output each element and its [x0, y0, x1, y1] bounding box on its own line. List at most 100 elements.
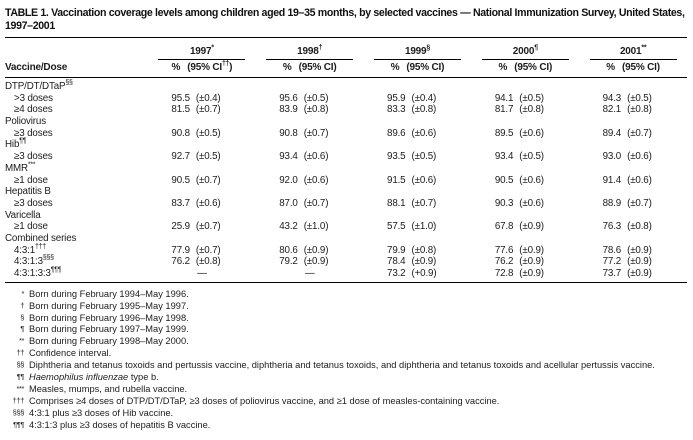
coverage-value: 90.5: [171, 174, 190, 186]
value-cell: 80.6 (±0.9): [256, 245, 364, 257]
confidence-interval: (+0.9): [411, 268, 437, 279]
table-row: ≥4 doses 81.5 (±0.7) 83.9 (±0.8) 83.3 (±0.8) 81…: [5, 104, 687, 116]
footnote: † Born during February 1995–May 1997.: [5, 301, 687, 313]
confidence-interval: (±0.8): [627, 104, 652, 116]
value-cell: 94.1 (±0.5): [471, 93, 579, 105]
footnote: †† Confidence interval.: [5, 348, 687, 360]
value-cell: 73.7 (±0.9): [579, 268, 687, 280]
footnote-text: Haemophilus influenzae type b.: [29, 372, 159, 383]
value-cell: 77.9 (±0.7): [148, 245, 256, 257]
footnote-marker: ††: [16, 348, 24, 358]
year-column-2001: 2001**: [579, 41, 687, 61]
no-data-cell: —: [148, 268, 256, 280]
value-cell: 92.0 (±0.6): [256, 175, 364, 187]
row-header: Vaccine/Dose: [5, 62, 68, 73]
row-label-cell: 4:3:1†††: [5, 243, 148, 257]
row-label: ≥1 dose: [14, 174, 48, 186]
value-cell: 77.6 (±0.9): [471, 245, 579, 257]
footnote: ¶¶ Haemophilus influenzae type b.: [5, 372, 687, 384]
footnote-marker: †††: [12, 395, 25, 405]
confidence-interval: (±0.6): [303, 151, 329, 163]
value-cell: 90.3 (±0.6): [471, 198, 579, 210]
value-cell: 25.9 (±0.7): [148, 221, 256, 233]
confidence-interval: (±0.5): [195, 151, 221, 163]
footnote-text: Born during February 1997–May 1999.: [29, 324, 189, 335]
coverage-value: 81.7: [494, 104, 514, 116]
row-footnote-marker: ¶¶: [19, 138, 27, 146]
row-label-cell: ≥3 doses: [5, 151, 148, 163]
coverage-value: 76.3: [602, 221, 622, 233]
coverage-value: 72.8: [494, 268, 514, 279]
confidence-interval: (±0.5): [519, 92, 544, 104]
confidence-interval: (±0.8): [411, 244, 437, 256]
coverage-value: 77.2: [602, 256, 622, 268]
row-footnote-marker: §§§: [42, 255, 54, 263]
confidence-interval: (±0.9): [519, 244, 544, 256]
row-label: DTP/DT/DTaP§§: [5, 79, 73, 92]
confidence-interval: (±0.7): [195, 244, 221, 256]
table-row: ≥1 dose 90.5 (±0.7) 92.0 (±0.6) 91.5 (±0.6) 90.…: [5, 175, 687, 187]
coverage-value: 73.7: [602, 268, 622, 279]
confidence-interval: (±0.7): [195, 221, 221, 233]
table-title: TABLE 1. Vaccination coverage levels amo…: [5, 7, 685, 32]
value-cell: 83.7 (±0.6): [148, 198, 256, 210]
value-cell: 79.9 (±0.8): [364, 245, 472, 257]
row-label: ≥3 doses: [14, 197, 53, 209]
section-row: Combined series: [5, 233, 687, 245]
coverage-value: 89.6: [387, 127, 406, 139]
table-bottom-rule: [5, 281, 687, 283]
row-label-cell: DTP/DT/DTaP§§: [5, 79, 148, 93]
confidence-interval: (±0.8): [519, 104, 544, 116]
footnote-text: Born during February 1998–May 2000.: [29, 336, 189, 347]
coverage-value: 83.9: [279, 104, 298, 116]
confidence-interval: (±0.5): [195, 127, 221, 139]
subheader-row: Vaccine/Dose % (95% CI††)% (95% CI)% (95% C…: [5, 61, 687, 77]
confidence-interval: (±0.6): [519, 174, 544, 186]
confidence-interval: (±0.9): [627, 256, 652, 268]
confidence-interval: (±0.8): [411, 104, 437, 116]
coverage-value: 78.4: [387, 256, 406, 268]
confidence-interval: (±0.7): [627, 197, 652, 209]
footnote: ¶ Born during February 1997–May 1999.: [5, 324, 687, 336]
value-cell: 95.5 (±0.4): [148, 93, 256, 105]
ci-header-2000: % (95% CI): [471, 62, 579, 74]
ci-label: (95% CI): [622, 62, 660, 73]
confidence-interval: (±0.5): [627, 92, 652, 104]
footnote-marker: †: [20, 300, 24, 310]
row-label-cell: >3 doses: [5, 93, 148, 105]
value-cell: 95.9 (±0.4): [364, 93, 472, 105]
row-label-cell: ≥1 dose: [5, 221, 148, 233]
table-row: >3 doses 95.5 (±0.4) 95.6 (±0.5) 95.9 (±0.4) 94…: [5, 93, 687, 105]
confidence-interval: (±0.5): [519, 151, 544, 163]
table-row: ≥3 doses 90.8 (±0.5) 90.8 (±0.7) 89.6 (±0.6) 89…: [5, 128, 687, 140]
coverage-value: 94.1: [494, 92, 514, 104]
footnote-text: Comprises ≥4 doses of DTP/DT/DTaP, ≥3 do…: [29, 395, 500, 406]
table-row: ≥1 dose 25.9 (±0.7) 43.2 (±1.0) 57.5 (±1.0) 67.…: [5, 221, 687, 233]
confidence-interval: (±0.7): [627, 127, 652, 139]
year-footnote-marker: §: [426, 44, 430, 52]
coverage-value: 91.5: [387, 174, 406, 186]
row-label: ≥1 dose: [14, 221, 48, 233]
footnote-marker: **: [18, 336, 24, 346]
ci-header-1998: % (95% CI): [256, 62, 364, 74]
value-cell: 94.3 (±0.5): [579, 93, 687, 105]
row-label-cell: ≥3 doses: [5, 128, 148, 140]
coverage-value: 79.9: [387, 244, 406, 256]
confidence-interval: (±0.7): [303, 127, 329, 139]
confidence-interval: (±0.6): [411, 174, 437, 186]
value-cell: 76.3 (±0.8): [579, 221, 687, 233]
confidence-interval: (±0.4): [411, 92, 437, 104]
year-label: 1998†: [266, 45, 354, 60]
footnote-marker: ¶¶: [16, 372, 25, 382]
footnote-marker: §§§: [12, 407, 25, 417]
confidence-interval: (±0.9): [519, 221, 544, 233]
footnote-text: Born during February 1996–May 1998.: [29, 312, 189, 323]
year-column-2000: 2000¶: [471, 41, 579, 61]
confidence-interval: (±0.9): [411, 256, 437, 268]
footnote-marker: ¶: [20, 324, 24, 334]
year-footnote-marker: *: [211, 44, 214, 52]
row-label-cell: 4:3:1:3§§§: [5, 255, 148, 268]
row-label: 4:3:1:3§§§: [14, 255, 54, 268]
value-cell: 93.4 (±0.6): [256, 151, 364, 163]
row-label: Combined series: [5, 232, 77, 244]
